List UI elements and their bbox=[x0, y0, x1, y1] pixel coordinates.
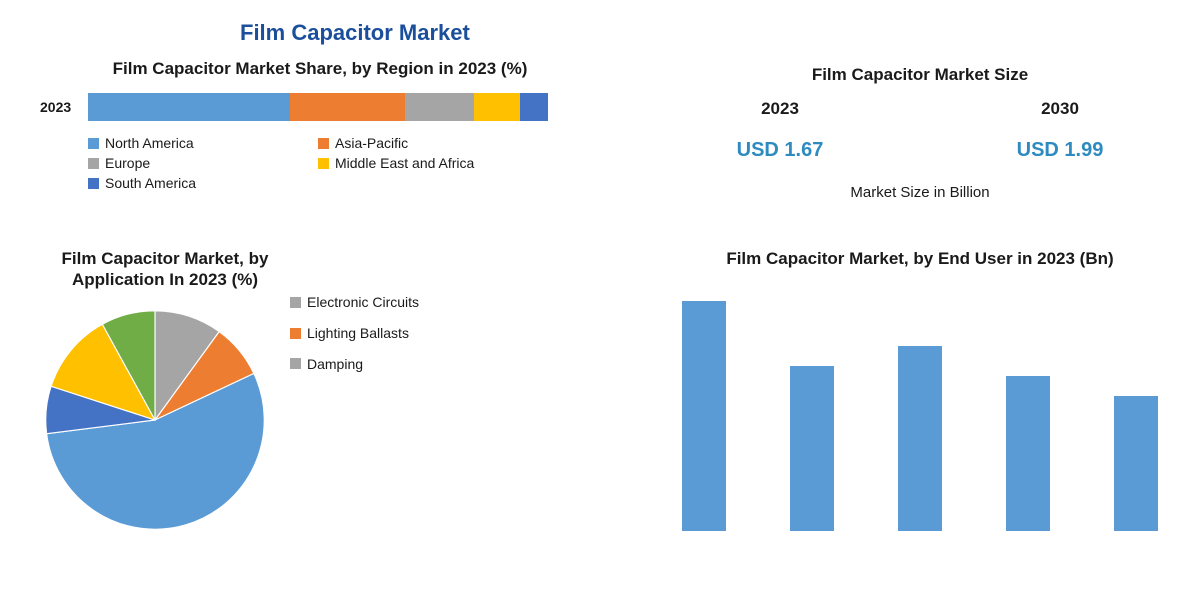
legend-item: South America bbox=[88, 175, 318, 191]
bar bbox=[790, 366, 834, 531]
legend-item: Europe bbox=[88, 155, 318, 171]
application-pie-chart: Film Capacitor Market, by Application In… bbox=[40, 248, 600, 558]
bar bbox=[682, 301, 726, 531]
region-share-chart: Film Capacitor Market Share, by Region i… bbox=[40, 58, 600, 248]
legend-swatch bbox=[290, 297, 301, 308]
pie-chart-title: Film Capacitor Market, by Application In… bbox=[40, 248, 290, 291]
market-size-title: Film Capacitor Market Size bbox=[640, 64, 1200, 85]
region-segment bbox=[290, 93, 405, 121]
legend-swatch bbox=[318, 138, 329, 149]
region-stacked-bar bbox=[88, 93, 548, 121]
legend-label: Damping bbox=[307, 356, 363, 373]
legend-label: South America bbox=[105, 175, 196, 191]
bar-column bbox=[650, 281, 758, 531]
legend-label: Electronic Circuits bbox=[307, 294, 419, 311]
pie-legend: Electronic Circuits Lighting Ballasts Damp… bbox=[290, 294, 419, 386]
region-segment bbox=[474, 93, 520, 121]
bar-area bbox=[640, 281, 1200, 531]
legend-item: Lighting Ballasts bbox=[290, 325, 419, 342]
market-size-entry: 2023 USD 1.67 bbox=[668, 99, 892, 162]
region-segment bbox=[520, 93, 548, 121]
region-segment bbox=[88, 93, 290, 121]
market-size-entry: 2030 USD 1.99 bbox=[948, 99, 1172, 162]
pie-svg bbox=[40, 305, 270, 535]
region-segment bbox=[405, 93, 474, 121]
market-size-caption: Market Size in Billion bbox=[640, 184, 1200, 201]
bar-column bbox=[758, 281, 866, 531]
legend-label: Lighting Ballasts bbox=[307, 325, 409, 342]
legend-swatch bbox=[88, 158, 99, 169]
enduser-bar-chart: Film Capacitor Market, by End User in 20… bbox=[640, 248, 1200, 558]
legend-swatch bbox=[290, 328, 301, 339]
legend-item: Middle East and Africa bbox=[318, 155, 548, 171]
region-year-label: 2023 bbox=[40, 99, 88, 115]
bar bbox=[1006, 376, 1050, 531]
bar-column bbox=[866, 281, 974, 531]
legend-item: North America bbox=[88, 135, 318, 151]
market-size-block: Film Capacitor Market Size 2023USD 1.672… bbox=[640, 58, 1200, 248]
market-size-columns: 2023 USD 1.67 2030 USD 1.99 bbox=[640, 99, 1200, 162]
legend-label: North America bbox=[105, 135, 194, 151]
legend-swatch bbox=[88, 178, 99, 189]
legend-item: Electronic Circuits bbox=[290, 294, 419, 311]
market-size-value: USD 1.67 bbox=[668, 139, 892, 162]
legend-item: Damping bbox=[290, 356, 419, 373]
market-size-value: USD 1.99 bbox=[948, 139, 1172, 162]
bar-column bbox=[974, 281, 1082, 531]
bar bbox=[1114, 396, 1158, 531]
region-chart-title: Film Capacitor Market Share, by Region i… bbox=[40, 58, 600, 79]
legend-label: Asia-Pacific bbox=[335, 135, 408, 151]
region-bar-row: 2023 bbox=[40, 93, 600, 121]
legend-swatch bbox=[290, 358, 301, 369]
legend-swatch bbox=[88, 138, 99, 149]
legend-label: Europe bbox=[105, 155, 150, 171]
page-title: Film Capacitor Market bbox=[240, 20, 1160, 46]
region-legend: North America Asia-Pacific Europe Middle Ea… bbox=[88, 135, 548, 195]
dashboard-grid: Film Capacitor Market Share, by Region i… bbox=[40, 58, 1160, 558]
legend-swatch bbox=[318, 158, 329, 169]
legend-label: Middle East and Africa bbox=[335, 155, 474, 171]
bar-chart-title: Film Capacitor Market, by End User in 20… bbox=[640, 248, 1200, 269]
market-size-year: 2030 bbox=[948, 99, 1172, 119]
bar bbox=[898, 346, 942, 531]
legend-item: Asia-Pacific bbox=[318, 135, 548, 151]
market-size-year: 2023 bbox=[668, 99, 892, 119]
bar-column bbox=[1082, 281, 1190, 531]
